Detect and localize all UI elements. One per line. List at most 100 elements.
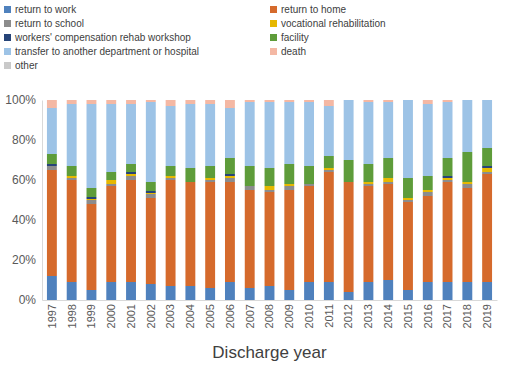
bar-segment <box>363 282 373 300</box>
x-tick: 2014 <box>382 300 394 328</box>
bar-segment <box>482 282 492 300</box>
x-tick-label: 2014 <box>382 304 394 328</box>
x-axis: 1997199819992000200120022003200420052006… <box>43 300 498 328</box>
bar-segment <box>265 190 275 192</box>
bar-segment <box>106 282 116 300</box>
bar-segment <box>324 156 334 168</box>
legend-swatch <box>4 48 11 55</box>
bar-segment <box>344 100 354 101</box>
legend-swatch <box>4 20 11 27</box>
legend-item: workers' compensation rehab workshop <box>4 32 191 43</box>
bar-segment <box>205 182 215 288</box>
bar-segment <box>87 100 97 104</box>
bar-segment <box>443 100 453 101</box>
bar-segment <box>423 100 433 104</box>
bar-segment <box>363 186 373 282</box>
bar-segment <box>344 160 354 182</box>
bar-segment <box>205 178 215 180</box>
x-tick-label: 2007 <box>244 304 256 328</box>
x-tick-label: 2006 <box>224 304 236 328</box>
bar-segment <box>324 282 334 300</box>
bars <box>47 100 492 300</box>
x-tick-label: 2012 <box>342 304 354 328</box>
bar-segment <box>245 190 255 288</box>
bar-segment <box>106 184 116 186</box>
y-tick-label: 0% <box>19 293 37 307</box>
bar-segment <box>363 182 373 184</box>
bar-segment <box>324 168 334 170</box>
bar-segment <box>482 174 492 282</box>
bar-segment <box>126 282 136 300</box>
bar-segment <box>87 188 97 197</box>
bar-segment <box>245 100 255 101</box>
bar-segment <box>423 282 433 300</box>
y-tick: 60% <box>12 173 42 187</box>
legend-label: other <box>15 60 38 71</box>
legend-label: transfer to another department or hospit… <box>15 46 199 57</box>
bar-segment <box>363 102 373 164</box>
series <box>47 100 453 108</box>
bar-segment <box>443 158 453 176</box>
bar-segment <box>47 166 57 170</box>
plot: 0%20%40%60%80%100%1997199819992000200120… <box>5 93 497 328</box>
bar-segment <box>284 100 294 102</box>
y-tick-label: 80% <box>12 133 36 147</box>
y-tick: 40% <box>12 213 42 227</box>
bar-segment <box>67 176 77 178</box>
legend-item: death <box>270 46 306 57</box>
bar-segment <box>185 182 195 286</box>
x-tick-label: 2004 <box>184 304 196 328</box>
y-tick-label: 40% <box>12 213 36 227</box>
bar-segment <box>205 166 215 178</box>
legend-label: vocational rehabilitation <box>281 18 386 29</box>
bar-segment <box>443 100 453 102</box>
bar-segment <box>265 286 275 300</box>
x-tick: 2011 <box>323 300 335 328</box>
bar-segment <box>383 100 393 102</box>
bar-segment <box>423 192 433 196</box>
bar-segment <box>443 180 453 182</box>
bar-segment <box>225 282 235 300</box>
bar-segment <box>383 158 393 178</box>
x-tick: 2003 <box>164 300 176 328</box>
bar-segment <box>383 280 393 300</box>
bar-segment <box>87 197 97 199</box>
bar-segment <box>205 100 215 101</box>
bar-segment <box>67 100 77 104</box>
x-tick: 2015 <box>402 300 414 328</box>
bar-segment <box>47 154 57 164</box>
bar-segment <box>106 104 116 172</box>
bar-segment <box>205 100 215 104</box>
bar-segment <box>265 192 275 286</box>
x-tick-label: 2019 <box>481 304 493 328</box>
bar-segment <box>87 100 97 101</box>
x-tick: 2001 <box>125 300 137 328</box>
x-tick-label: 2002 <box>145 304 157 328</box>
legend-swatch <box>270 34 277 41</box>
bar-segment <box>185 100 195 101</box>
bar-segment <box>304 102 314 166</box>
x-tick: 2004 <box>184 300 196 328</box>
x-tick-label: 1999 <box>85 304 97 328</box>
x-tick-label: 2016 <box>422 304 434 328</box>
bar-segment <box>205 180 215 182</box>
x-tick-label: 2003 <box>164 304 176 328</box>
y-tick: 80% <box>12 133 42 147</box>
bar-segment <box>403 178 413 198</box>
bar-segment <box>225 100 235 101</box>
legend-item: other <box>4 60 38 71</box>
bar-segment <box>166 100 176 106</box>
bar-segment <box>265 168 275 186</box>
bar-segment <box>67 180 77 282</box>
bar-segment <box>363 164 373 182</box>
bar-segment <box>47 164 57 166</box>
bar-segment <box>482 100 492 148</box>
bar-segment <box>443 282 453 300</box>
bar-segment <box>284 186 294 190</box>
bar-segment <box>482 168 492 172</box>
bar-segment <box>324 106 334 156</box>
x-tick-label: 1998 <box>66 304 78 328</box>
bar-segment <box>284 190 294 290</box>
x-tick: 2018 <box>461 300 473 328</box>
y-tick: 20% <box>12 253 42 267</box>
